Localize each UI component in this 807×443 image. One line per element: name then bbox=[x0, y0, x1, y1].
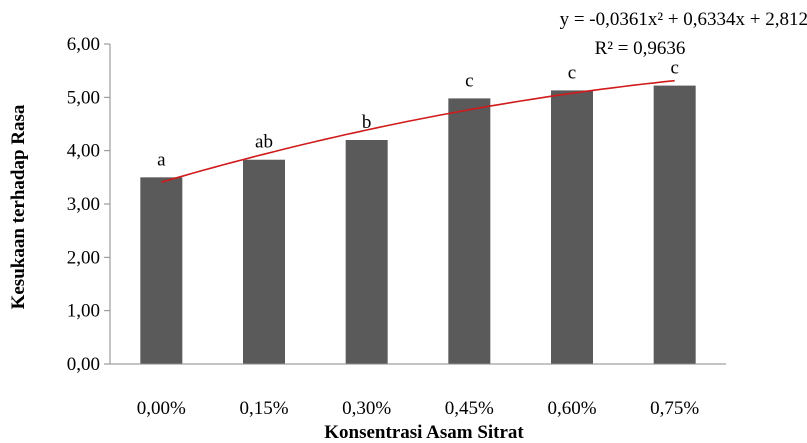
x-tick-label: 0,75% bbox=[650, 398, 699, 419]
bar bbox=[653, 85, 696, 364]
x-tick-label: 0,30% bbox=[342, 398, 391, 419]
significance-label: a bbox=[157, 149, 166, 170]
y-tick-label: 6,00 bbox=[67, 34, 100, 55]
x-tick-label: 0,60% bbox=[547, 398, 596, 419]
bars bbox=[140, 85, 696, 365]
trendline-r-squared: R² = 0,9636 bbox=[595, 38, 686, 59]
bar bbox=[345, 140, 388, 364]
bar bbox=[140, 177, 183, 364]
y-tick-label: 1,00 bbox=[67, 301, 100, 322]
bar bbox=[551, 90, 593, 365]
y-tick-label: 3,00 bbox=[67, 194, 100, 215]
significance-label: c bbox=[670, 58, 678, 79]
x-tick-label: 0,00% bbox=[137, 398, 186, 419]
trendline bbox=[161, 79, 675, 183]
significance-labels: a ab b c c c bbox=[157, 58, 679, 171]
y-tick-label: 5,00 bbox=[67, 87, 100, 108]
y-axis-ticks: 0,00 1,00 2,00 3,00 4,00 5,00 6,00 bbox=[67, 34, 110, 375]
trendline-equation: y = -0,0361x² + 0,6334x + 2,812 bbox=[560, 9, 807, 30]
y-tick-label: 0,00 bbox=[67, 354, 100, 375]
significance-label: b bbox=[362, 112, 372, 133]
x-axis-ticks: 0,00% 0,15% 0,30% 0,45% 0,60% 0,75% bbox=[137, 398, 700, 419]
significance-label: c bbox=[465, 70, 473, 91]
bar bbox=[448, 98, 491, 365]
x-tick-label: 0,15% bbox=[239, 398, 288, 419]
axes bbox=[109, 44, 726, 365]
significance-label: ab bbox=[255, 132, 273, 153]
y-tick-label: 4,00 bbox=[67, 141, 100, 162]
bar bbox=[243, 159, 285, 364]
x-axis-title: Konsentrasi Asam Sitrat bbox=[324, 422, 524, 443]
trendline-group bbox=[161, 79, 675, 183]
y-axis-title: Kesukaan terhadap Rasa bbox=[8, 104, 29, 309]
significance-label: c bbox=[568, 62, 576, 83]
x-tick-label: 0,45% bbox=[445, 398, 494, 419]
y-tick-label: 2,00 bbox=[67, 247, 100, 268]
